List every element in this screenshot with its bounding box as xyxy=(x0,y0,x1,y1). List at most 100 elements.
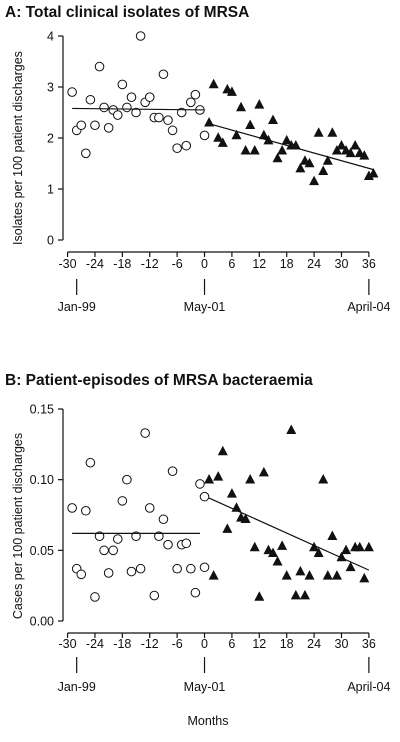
panel-b-circle-point xyxy=(112,534,123,544)
panel-a-y-tick-label: 4 xyxy=(47,30,54,44)
panel-a-triangle-point xyxy=(217,137,228,147)
panel-a-triangle-point xyxy=(336,139,347,150)
panel-a-triangle-point xyxy=(254,99,265,109)
panel-b-circle-point xyxy=(158,514,169,525)
panel-b-x-tick-label: 0 xyxy=(201,637,208,651)
panel-b-circle-point xyxy=(163,539,173,550)
panel-a-triangle-point xyxy=(318,165,329,175)
panel-a-triangle-point xyxy=(345,147,356,158)
panel-b-triangle-point xyxy=(281,570,292,580)
panel-a-circle-point xyxy=(154,112,164,123)
panel-b-title: B: Patient-episodes of MRSA bacteraemia xyxy=(5,372,313,389)
panel-b-circle-point xyxy=(199,562,210,573)
panel-b-triangle-point xyxy=(331,570,342,580)
panel-a-trend-line xyxy=(208,123,374,171)
panel-b-triangle-point xyxy=(240,513,251,524)
panel-a-date-axis: Jan-99 May-01 April-04 xyxy=(58,279,390,314)
panel-a-circle-point xyxy=(131,107,141,118)
panel-b-circle-point xyxy=(190,587,201,598)
panel-a-triangle-point xyxy=(359,150,370,160)
panel-b-triangle-point xyxy=(299,589,310,600)
panel-a-circle-point xyxy=(122,102,132,113)
panel-b-circle-point xyxy=(67,503,77,513)
panel-b-triangle-point xyxy=(213,471,224,481)
panel-a-x-tick-label: 18 xyxy=(280,257,294,271)
panel-b-date-label: May-01 xyxy=(184,680,226,694)
panel-a-triangle-point xyxy=(277,145,288,155)
panel-b-triangle-point xyxy=(363,541,374,552)
panel-a-x-tick-label: 0 xyxy=(201,257,208,271)
panel-a-circle-point xyxy=(167,125,178,136)
panel-b-x-tick-label: -18 xyxy=(113,637,131,651)
panel-b-circle-point xyxy=(85,457,96,468)
panel-b-y-axis-title: Cases per 100 patient discharges xyxy=(11,433,25,619)
panel-a-y-tick-label: 1 xyxy=(47,183,54,197)
panel-a-triangle-point xyxy=(231,129,242,140)
panel-b-date-label: April-04 xyxy=(347,680,390,694)
panel-a-triangle-point xyxy=(240,145,251,155)
panel-a-trend-line xyxy=(72,107,205,111)
panel-a-x-tick-label: -12 xyxy=(141,257,159,271)
panel-a-circle-point xyxy=(158,69,169,80)
panel-b-circle-point xyxy=(186,563,196,574)
panel-b-triangle-point xyxy=(249,541,260,552)
panel-a-triangle-point xyxy=(213,132,224,142)
panel-b-triangle-point xyxy=(295,565,306,576)
panel-b-triangle-point xyxy=(286,424,297,434)
panel-a-triangle-point xyxy=(313,127,324,137)
panel-a-triangle-point xyxy=(258,129,269,140)
panel-b-circle-point xyxy=(135,563,146,574)
panel-b-circle-point xyxy=(154,531,164,542)
panel-a-triangle-point xyxy=(331,145,342,155)
panel-a: A: Total clinical isolates of MRSA Isola… xyxy=(5,4,390,314)
panel-a-triangle-point xyxy=(295,162,306,173)
panel-a-circle-point xyxy=(117,79,128,90)
panel-b-y-tick-label: 0.15 xyxy=(30,403,54,417)
panel-b-x-tick-label: -30 xyxy=(59,637,77,651)
panel-a-circle-point xyxy=(190,89,201,100)
panel-b-x-tick-label: 12 xyxy=(252,637,266,651)
panel-a-date-label: April-04 xyxy=(347,300,390,314)
panel-a-x-tick-label: 6 xyxy=(228,257,235,271)
panel-b-triangle-point xyxy=(290,589,301,600)
panel-b-circle-point xyxy=(99,545,109,556)
panel-a-circle-point xyxy=(163,115,173,125)
panel-b-triangle-point xyxy=(254,591,265,601)
panel-a-circle-point xyxy=(112,110,123,120)
panel-b-triangle-point xyxy=(222,523,233,533)
panel-b-circle-point xyxy=(167,466,178,476)
panel-a-triangle-point xyxy=(281,134,292,145)
panel-a-triangle-point xyxy=(272,152,283,163)
panel-a-circle-point xyxy=(81,148,91,159)
panel-a-circle-point xyxy=(90,120,100,131)
panel-a-circle-point xyxy=(126,92,137,102)
panel-b-circle-point xyxy=(149,590,160,601)
panel-b-circle-point xyxy=(140,428,150,438)
panel-a-triangle-point xyxy=(249,145,260,155)
panel-a-triangle-point xyxy=(263,134,274,145)
panel-b-circle-point xyxy=(122,474,132,485)
panel-b-triangle-point xyxy=(341,544,352,555)
panel-a-x-tick-label: -18 xyxy=(113,257,131,271)
panel-b-circle-point xyxy=(117,496,128,506)
panel-b-x-axis-title: Months xyxy=(188,714,229,728)
panel-a-y-tick-label: 2 xyxy=(47,132,54,146)
panel-b-triangle-point xyxy=(204,473,215,484)
panel-b-y-tick-label: 0.10 xyxy=(30,473,54,487)
panel-b-triangle-point xyxy=(354,541,365,552)
panel-a-circle-point xyxy=(144,92,155,102)
panel-a-circle-point xyxy=(76,120,87,131)
panel-b-circle-point xyxy=(172,563,182,574)
panel-a-triangle-point xyxy=(226,86,237,96)
panel-b-x-tick-label: 24 xyxy=(307,637,321,651)
panel-b-trends xyxy=(72,497,370,571)
panel-b-circle-point xyxy=(108,545,119,556)
panel-a-x-tick-label: -24 xyxy=(86,257,104,271)
panel-a-circle-point xyxy=(199,130,210,141)
panel-b-circle-point xyxy=(144,503,155,513)
panel-b-triangle-point xyxy=(359,572,370,583)
panel-a-triangle-point xyxy=(208,78,219,89)
panel-a-circle-point xyxy=(176,107,187,118)
